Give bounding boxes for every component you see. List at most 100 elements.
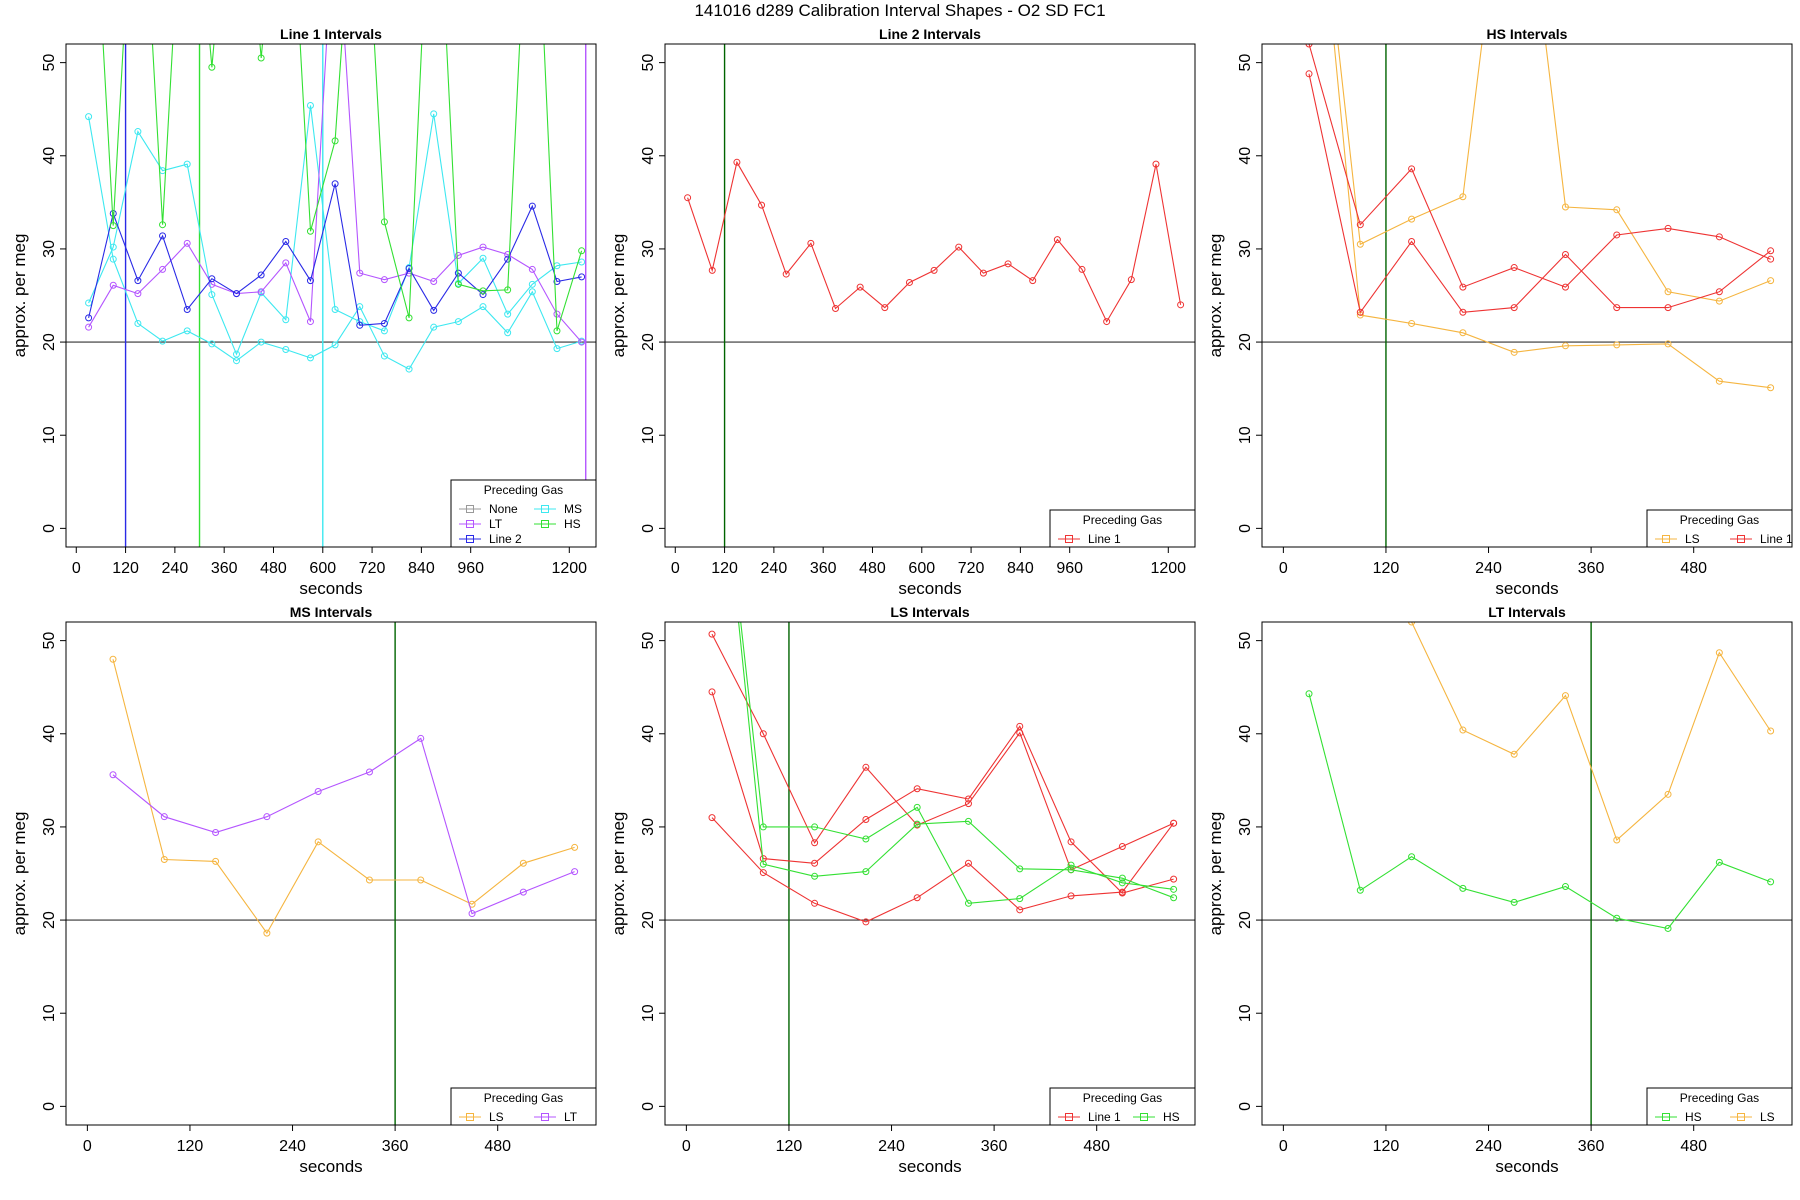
y-axis-label: approx. per meg bbox=[1206, 234, 1225, 358]
y-tick-label: 40 bbox=[640, 147, 657, 165]
legend-entry-lt: LT bbox=[489, 517, 503, 531]
data-point-lt bbox=[306, 318, 314, 326]
data-point-line-2 bbox=[282, 237, 290, 245]
data-point-ls bbox=[1715, 649, 1723, 657]
legend-swatch-marker bbox=[1140, 1113, 1148, 1121]
y-tick-label: 50 bbox=[41, 54, 58, 72]
data-point-ls bbox=[1664, 288, 1672, 296]
legend-entry-ls: LS bbox=[489, 1110, 504, 1124]
data-point-hs bbox=[109, 222, 117, 230]
data-point-hs bbox=[257, 54, 265, 62]
data-point-hs bbox=[811, 823, 819, 831]
data-point-line-2 bbox=[159, 232, 167, 240]
legend-title: Preceding Gas bbox=[484, 1091, 563, 1105]
data-point-lt bbox=[263, 813, 271, 821]
data-point-ms bbox=[282, 346, 290, 354]
series-line-lt bbox=[112, 737, 575, 915]
series-group bbox=[1305, 622, 1775, 932]
data-point-ms bbox=[306, 101, 314, 109]
legend: Preceding Gas Line 1 HS bbox=[1049, 1087, 1196, 1126]
y-tick-label: 30 bbox=[640, 818, 657, 836]
x-tick-label: 840 bbox=[1007, 560, 1034, 577]
data-point-ms bbox=[208, 340, 216, 348]
x-tick-label: 0 bbox=[1279, 560, 1288, 577]
data-point-hs bbox=[709, 358, 715, 364]
legend-box bbox=[1646, 509, 1793, 548]
data-point-line-1 bbox=[862, 763, 870, 771]
data-point-ls bbox=[1459, 193, 1467, 201]
legend-box bbox=[1049, 509, 1196, 548]
x-tick-label: 600 bbox=[908, 560, 935, 577]
chart-panel-6: LT Intervals 0 120 240 360 480 0 10 20 30 40 50 seco… bbox=[1206, 604, 1793, 1176]
plot-frame bbox=[1261, 621, 1793, 1126]
data-point-lt bbox=[109, 771, 117, 779]
data-point-line-1 bbox=[759, 730, 767, 738]
data-point-ms bbox=[233, 350, 241, 358]
data-point-line-1 bbox=[782, 270, 790, 278]
data-point-ms bbox=[85, 113, 93, 121]
chart-panel-3: HS Intervals 0 120 240 360 480 0 10 20 30 40 50 seco… bbox=[1206, 26, 1793, 598]
y-axis-label: approx. per meg bbox=[10, 234, 29, 358]
data-point-line-1 bbox=[759, 869, 767, 877]
data-point-line-1 bbox=[1613, 231, 1621, 239]
y-tick-label: 20 bbox=[1237, 333, 1254, 351]
x-tick-label: 0 bbox=[671, 560, 680, 577]
x-axis-label: seconds bbox=[1495, 1157, 1558, 1176]
data-point-line-2 bbox=[85, 314, 93, 322]
legend-title: Preceding Gas bbox=[1083, 513, 1162, 527]
data-point-hs bbox=[479, 287, 487, 295]
data-point-ls bbox=[1408, 622, 1416, 626]
y-tick-label: 50 bbox=[41, 632, 58, 650]
data-point-line-2 bbox=[578, 273, 586, 281]
data-point-lt bbox=[417, 734, 425, 742]
y-tick-label: 20 bbox=[640, 333, 657, 351]
data-point-lt bbox=[159, 265, 167, 273]
data-point-ls bbox=[1510, 750, 1518, 758]
x-tick-label: 720 bbox=[958, 560, 985, 577]
data-point-line-1 bbox=[1356, 221, 1364, 229]
data-point-ls bbox=[1613, 836, 1621, 844]
data-point-ms bbox=[183, 327, 191, 335]
chart-title: LT Intervals bbox=[1488, 604, 1566, 620]
series-line-hs bbox=[1308, 693, 1771, 930]
data-point-hs bbox=[454, 280, 462, 288]
data-point-hs bbox=[1510, 898, 1518, 906]
series-group bbox=[708, 358, 1178, 926]
x-tick-label: 840 bbox=[408, 560, 435, 577]
series-group bbox=[1305, 44, 1775, 392]
data-point-hs bbox=[913, 820, 921, 828]
data-point-ls bbox=[1664, 340, 1672, 348]
data-point-hs bbox=[1561, 883, 1569, 891]
data-point-ls bbox=[519, 859, 527, 867]
legend-entry-hs: HS bbox=[1685, 1110, 1702, 1124]
legend-title: Preceding Gas bbox=[1680, 1091, 1759, 1105]
legend-box bbox=[1049, 1087, 1196, 1126]
data-point-line-2 bbox=[134, 277, 142, 285]
x-tick-label: 360 bbox=[1578, 560, 1605, 577]
data-point-ms bbox=[430, 110, 438, 118]
data-point-line-1 bbox=[1177, 301, 1185, 309]
series-line-hs bbox=[738, 622, 1174, 899]
y-tick-label: 40 bbox=[640, 725, 657, 743]
data-point-line-1 bbox=[1305, 70, 1313, 78]
x-tick-label: 480 bbox=[1680, 560, 1707, 577]
series-group bbox=[85, 44, 586, 373]
data-point-hs bbox=[1305, 690, 1313, 698]
data-point-ls bbox=[160, 856, 168, 864]
x-tick-label: 120 bbox=[1373, 1138, 1400, 1155]
x-tick-label: 960 bbox=[1056, 560, 1083, 577]
x-tick-label: 360 bbox=[810, 560, 837, 577]
data-point-line-2 bbox=[553, 278, 561, 286]
legend-swatch-marker bbox=[1065, 535, 1073, 543]
data-point-line-2 bbox=[405, 264, 413, 272]
plot-frame bbox=[65, 43, 597, 548]
data-point-hs bbox=[331, 137, 339, 145]
data-point-line-1 bbox=[1715, 288, 1723, 296]
plot-frame bbox=[664, 621, 1196, 1126]
data-point-hs bbox=[159, 221, 167, 229]
data-point-ms bbox=[553, 345, 561, 353]
y-tick-label: 20 bbox=[41, 333, 58, 351]
chart-title: HS Intervals bbox=[1487, 26, 1568, 42]
data-point-hs bbox=[964, 817, 972, 825]
legend-box bbox=[450, 479, 597, 548]
